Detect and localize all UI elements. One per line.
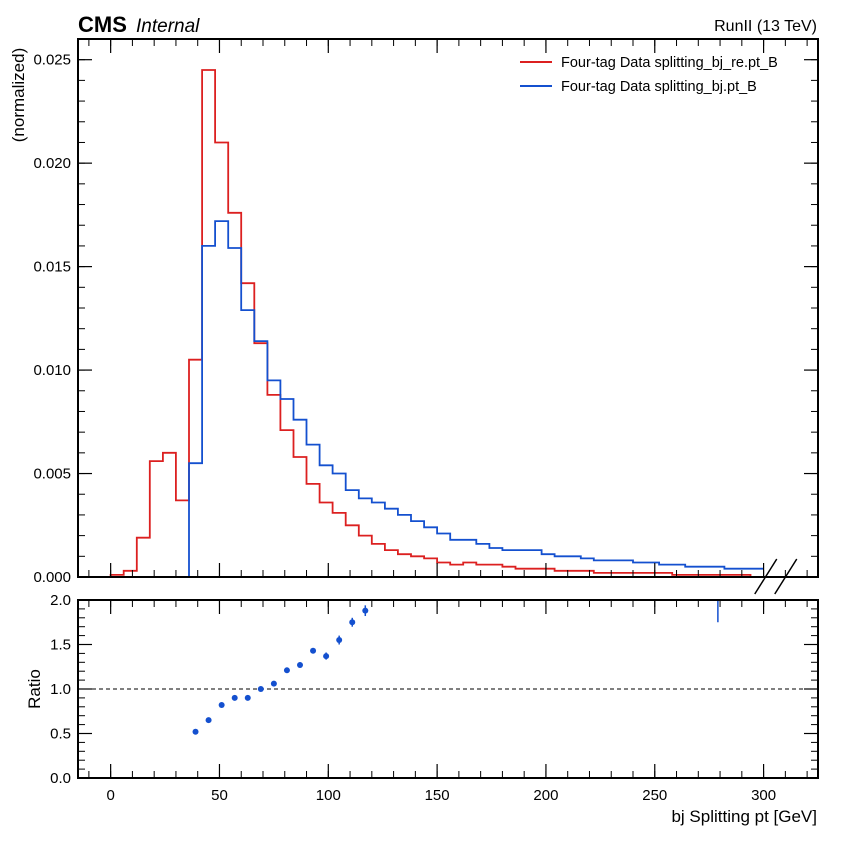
- main-y-tick-label: 0.015: [33, 259, 71, 276]
- histogram-series-blue: [110, 220, 764, 578]
- ratio-plot-panel: 0.0 0.5 1.0 1.5 2.0 0 50 100 150 200 250 300: [50, 592, 819, 804]
- main-plot-panel: 0.000 0.005 0.010 0.015 0.020 0.025: [33, 38, 819, 595]
- legend: Four-tag Data splitting_bj_re.pt_B Four-…: [520, 55, 778, 95]
- x-tick-label: 250: [642, 787, 667, 804]
- ratio-point: [323, 653, 330, 660]
- axis-break-mark: [774, 558, 798, 595]
- ratio-point: [349, 619, 356, 626]
- ratio-point: [205, 717, 212, 724]
- energy-label: RunII (13 TeV): [714, 18, 817, 35]
- ratio-y-tick-label: 0.5: [50, 726, 71, 743]
- x-tick-label: 150: [425, 787, 450, 804]
- main-y-tick-label: 0.010: [33, 362, 71, 379]
- ratio-y-tick-label: 2.0: [50, 592, 71, 609]
- ratio-y-tick-label: 0.0: [50, 770, 71, 787]
- axis-break-mark: [754, 558, 778, 595]
- ratio-y-axis-title: Ratio: [25, 669, 44, 709]
- main-y-axis-title: (normalized): [9, 48, 28, 142]
- ratio-point: [283, 667, 290, 674]
- main-y-tick-label: 0.025: [33, 52, 71, 69]
- main-y-tick-label: 0.000: [33, 569, 71, 586]
- x-tick-label: 200: [533, 787, 558, 804]
- ratio-point: [218, 702, 225, 709]
- ratio-point: [310, 647, 317, 654]
- ratio-y-tick-label: 1.0: [50, 681, 71, 698]
- ratio-point: [336, 637, 343, 644]
- ratio-plot-frame: [77, 599, 819, 779]
- legend-label-red: Four-tag Data splitting_bj_re.pt_B: [561, 55, 778, 71]
- ratio-point: [244, 694, 251, 701]
- ratio-point: [192, 728, 199, 735]
- histogram-series-red: [109, 69, 764, 578]
- ratio-point: [270, 680, 277, 687]
- ratio-y-tick-label: 1.5: [50, 637, 71, 654]
- ratio-point: [257, 686, 264, 692]
- x-axis-title: bj Splitting pt [GeV]: [671, 807, 817, 826]
- x-tick-label: 300: [751, 787, 776, 804]
- legend-label-blue: Four-tag Data splitting_bj.pt_B: [561, 79, 757, 95]
- ratio-point: [231, 694, 238, 701]
- main-y-tick-label: 0.005: [33, 466, 71, 483]
- x-tick-label: 100: [316, 787, 341, 804]
- cms-label: CMS: [78, 12, 127, 37]
- x-tick-label: 0: [106, 787, 114, 804]
- ratio-point: [362, 607, 369, 614]
- main-y-tick-label: 0.020: [33, 155, 71, 172]
- cms-status-label: Internal: [136, 16, 200, 37]
- ratio-point: [297, 661, 303, 668]
- x-tick-label: 50: [211, 787, 228, 804]
